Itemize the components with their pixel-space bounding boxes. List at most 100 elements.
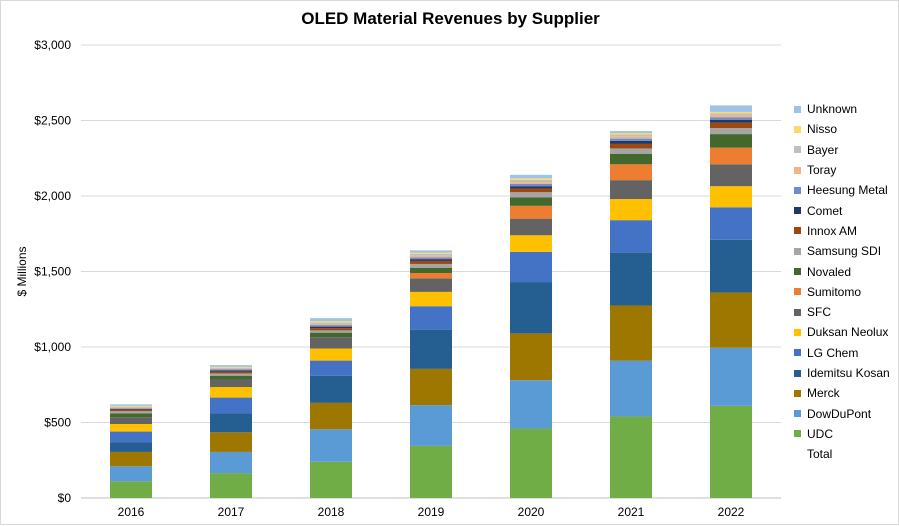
bar-segment-comet: [410, 259, 452, 261]
legend-label: Comet: [807, 203, 843, 218]
bar-segment-heesung-metal: [210, 369, 252, 371]
legend-item: Sumitomo: [794, 282, 898, 302]
legend-label: Nisso: [807, 122, 838, 137]
bar-segment-comet: [710, 119, 752, 123]
bar-segment-sfc: [510, 218, 552, 236]
bar-segment-idemitsu-kosan: [410, 329, 452, 369]
bar-segment-merck: [410, 368, 452, 406]
bar-segment-comet: [110, 408, 152, 410]
bar-segment-lg-chem: [110, 431, 152, 443]
bar-segment-sfc: [310, 337, 352, 349]
bar-segment-udc: [710, 405, 752, 498]
y-tick-label: $1,000: [34, 340, 71, 354]
bar-segment-idemitsu-kosan: [110, 442, 152, 452]
bar-segment-bayer: [610, 134, 652, 137]
bar-segment-duksan-neolux: [310, 348, 352, 361]
legend-label: SFC: [807, 305, 831, 320]
bar-segment-comet: [610, 140, 652, 144]
bar-segment-innox-am: [510, 188, 552, 193]
bar-segment-innox-am: [710, 122, 752, 129]
bar-segment-bayer: [510, 179, 552, 183]
bar-segment-nisso: [410, 252, 452, 254]
bar-segment-novaled: [710, 134, 752, 148]
bar-segment-lg-chem: [410, 306, 452, 330]
x-tick-label: 2018: [318, 505, 345, 519]
bar-segment-innox-am: [210, 371, 252, 374]
legend-item: UDC: [794, 424, 898, 444]
legend-swatch: [794, 451, 801, 458]
legend-label: Samsung SDI: [807, 244, 882, 259]
bar-segment-novaled: [310, 332, 352, 338]
bar-segment-lg-chem: [310, 360, 352, 376]
bar-segment-toray: [310, 323, 352, 326]
x-tick-label: 2020: [518, 505, 545, 519]
bar-segment-sfc: [410, 278, 452, 292]
bar-segment-samsung-sdi: [310, 330, 352, 333]
legend-item: Innox AM: [794, 221, 898, 241]
bar-segment-dowdupont: [410, 405, 452, 446]
bar-segment-nisso: [510, 178, 552, 180]
legend-label: Total: [807, 447, 833, 462]
bar-segment-lg-chem: [710, 207, 752, 240]
bar-segment-duksan-neolux: [410, 291, 452, 307]
bar-segment-innox-am: [410, 260, 452, 264]
legend-swatch: [794, 349, 801, 357]
bar-segment-duksan-neolux: [110, 424, 152, 432]
bar-segment-idemitsu-kosan: [210, 413, 252, 433]
bar-segment-nisso: [610, 133, 652, 135]
bar-segment-merck: [710, 292, 752, 348]
bar-segment-novaled: [210, 375, 252, 380]
bar-segment-innox-am: [110, 409, 152, 412]
legend-label: Idemitsu Kosan: [807, 366, 890, 380]
legend-swatch: [794, 308, 801, 316]
chart-legend: Unknown Nisso Bayer Toray Heesung Metal Comet…: [794, 99, 898, 464]
bar-segment-udc: [510, 428, 552, 498]
bar-segment-toray: [710, 115, 752, 118]
legend-item: Idemitsu Kosan: [794, 363, 898, 383]
x-tick-label: 2022: [718, 505, 745, 519]
bar-segment-unknown: [210, 365, 252, 367]
bar-segment-dowdupont: [610, 360, 652, 417]
x-tick-label: 2021: [618, 505, 645, 519]
legend-item: Samsung SDI: [794, 241, 898, 261]
bar-segment-toray: [510, 182, 552, 184]
legend-swatch: [794, 288, 801, 296]
bar-segment-heesung-metal: [110, 408, 152, 409]
bar-segment-innox-am: [310, 328, 352, 331]
legend-label: Innox AM: [807, 223, 858, 238]
bar-segment-duksan-neolux: [710, 186, 752, 208]
bar-segment-dowdupont: [310, 429, 352, 462]
bar-segment-sfc: [110, 417, 152, 425]
legend-item: Heesung Metal: [794, 180, 898, 200]
legend-swatch: [794, 146, 801, 154]
bar-segment-comet: [510, 186, 552, 189]
bar-segment-sumitomo: [510, 205, 552, 219]
bar-segment-udc: [410, 445, 452, 498]
legend-item: Novaled: [794, 261, 898, 281]
legend-label: DowDuPont: [807, 406, 872, 421]
legend-label: Novaled: [807, 264, 852, 279]
bar-segment-bayer: [410, 253, 452, 256]
legend-item: Bayer: [794, 140, 898, 160]
legend-swatch: [794, 125, 801, 133]
bar-segment-toray: [410, 255, 452, 258]
legend-item: SFC: [794, 302, 898, 322]
bar-segment-heesung-metal: [610, 138, 652, 141]
bar-segment-bayer: [210, 367, 252, 369]
legend-label: Bayer: [807, 142, 839, 157]
bar-segment-sfc: [710, 164, 752, 187]
bar-segment-heesung-metal: [310, 325, 352, 327]
bar-segment-samsung-sdi: [410, 263, 452, 268]
bar-segment-novaled: [110, 413, 152, 418]
legend-label: Heesung Metal: [807, 183, 888, 198]
legend-label: UDC: [807, 426, 833, 441]
legend-swatch: [794, 105, 801, 113]
bar-segment-samsung-sdi: [210, 373, 252, 376]
y-axis-label: $ Millions: [15, 246, 29, 296]
bar-segment-unknown: [510, 174, 552, 179]
bar-segment-toray: [210, 368, 252, 370]
bar-segment-merck: [210, 432, 252, 452]
bar-segment-comet: [210, 370, 252, 372]
bar-segment-sfc: [610, 180, 652, 200]
